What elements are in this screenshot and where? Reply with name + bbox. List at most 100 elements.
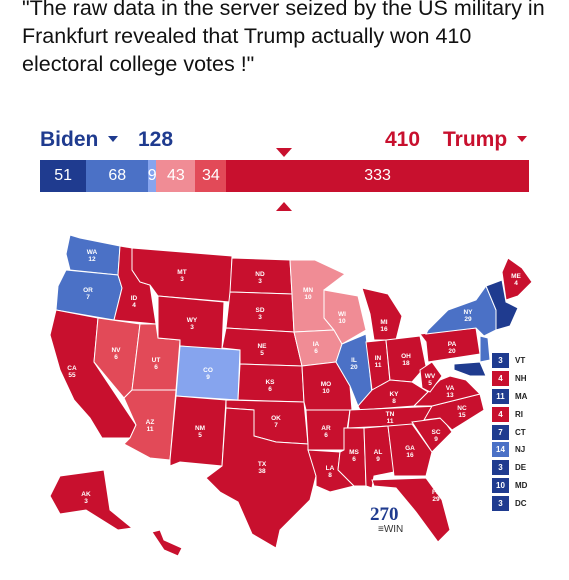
state-VA[interactable] xyxy=(412,375,481,407)
logo-number: 270 xyxy=(370,504,399,525)
state-WV[interactable] xyxy=(419,361,443,393)
biden-name[interactable]: Biden xyxy=(40,128,99,151)
state-TX[interactable] xyxy=(205,407,317,549)
state-label-ny: NY 29 xyxy=(463,309,473,323)
small-state-ev: 11 xyxy=(492,388,509,404)
state-ME[interactable] xyxy=(501,257,533,301)
bar-segment: 34 xyxy=(195,160,227,192)
state-label-ga: GA 16 xyxy=(405,445,415,459)
midpoint-marker-bottom-icon xyxy=(276,202,292,211)
state-NY[interactable] xyxy=(425,284,497,337)
small-state-row-ri[interactable]: 4 RI xyxy=(492,405,552,423)
state-NJ[interactable] xyxy=(479,335,491,363)
electoral-vote-bar: 51 68 9 43 34 333 xyxy=(40,160,529,192)
small-state-ev: 10 xyxy=(492,477,509,493)
small-states-legend: 3 VT 4 NH 11 MA 4 RI 7 CT 14 NJ 3 DE 10 MD 3 DC xyxy=(492,352,552,512)
small-state-ev: 7 xyxy=(492,424,509,440)
state-label-in: IN 11 xyxy=(375,355,382,369)
state-label-wi: WI 10 xyxy=(338,311,346,325)
small-state-row-ct[interactable]: 7 CT xyxy=(492,423,552,441)
state-label-mi: MI 16 xyxy=(380,319,388,333)
state-IA[interactable] xyxy=(293,329,343,367)
state-label-ne: NE 5 xyxy=(257,343,267,357)
bar-segment: 43 xyxy=(156,160,196,192)
state-label-nv: NV 6 xyxy=(111,347,121,361)
electoral-tally: Biden 128 410 Trump xyxy=(0,128,569,152)
small-state-abbr: NH xyxy=(515,374,527,384)
state-AK[interactable] xyxy=(49,469,134,531)
state-label-or: OR 7 xyxy=(83,287,93,301)
small-state-row-nj[interactable]: 14 NJ xyxy=(492,441,552,459)
small-state-abbr: NJ xyxy=(515,445,526,455)
state-label-ky: KY 8 xyxy=(389,391,399,405)
state-label-wa: WA 12 xyxy=(87,249,98,263)
small-state-row-vt[interactable]: 3 VT xyxy=(492,352,552,370)
state-label-ia: IA 6 xyxy=(313,341,320,355)
small-state-ev: 14 xyxy=(492,442,509,458)
post-caption: "The raw data in the server seized by th… xyxy=(22,0,562,78)
state-label-ca: CA 55 xyxy=(67,365,77,379)
trump-name[interactable]: Trump xyxy=(443,128,508,151)
small-state-abbr: CT xyxy=(515,427,526,437)
biden-dropdown-caret-icon[interactable] xyxy=(108,136,118,142)
state-label-az: AZ 11 xyxy=(146,419,155,433)
state-label-al: AL 9 xyxy=(374,449,383,463)
small-state-ev: 3 xyxy=(492,460,509,476)
state-label-ak: AK 3 xyxy=(81,491,91,505)
small-state-ev: 3 xyxy=(492,353,509,369)
state-label-wv: WV 5 xyxy=(425,373,436,387)
state-label-mo: MO 10 xyxy=(321,381,331,395)
state-MD-DE[interactable] xyxy=(453,361,487,377)
state-label-il: IL 20 xyxy=(350,357,358,371)
small-state-row-ma[interactable]: 11 MA xyxy=(492,388,552,406)
small-state-row-md[interactable]: 10 MD xyxy=(492,477,552,495)
small-state-ev: 3 xyxy=(492,495,509,511)
bar-segment: 51 xyxy=(40,160,87,192)
state-OH[interactable] xyxy=(385,335,427,383)
state-label-sc: SC 9 xyxy=(431,429,440,443)
state-label-ar: AR 6 xyxy=(321,425,331,439)
small-state-row-de[interactable]: 3 DE xyxy=(492,459,552,477)
state-label-oh: OH 18 xyxy=(401,353,411,367)
state-label-tn: TN 11 xyxy=(386,411,395,425)
small-state-row-nh[interactable]: 4 NH xyxy=(492,370,552,388)
caption-line-2: Frankfurt revealed that Trump actually w… xyxy=(22,24,472,48)
state-GA[interactable] xyxy=(387,423,433,477)
state-label-co: CO 9 xyxy=(203,367,213,381)
trump-dropdown-caret-icon[interactable] xyxy=(517,136,527,142)
us-map-svg[interactable]: WA 12 OR 7 CA 55 ID 4 NV 6 UT 6 AZ 11 MT 3 WY 3 CO 9 NM 5 ND 3 S… xyxy=(40,230,560,570)
state-label-ks: KS 6 xyxy=(265,379,275,393)
state-AR[interactable] xyxy=(305,409,351,451)
state-label-ms: MS 6 xyxy=(349,449,359,463)
bar-segment: 9 xyxy=(148,160,157,192)
state-label-mn: MN 10 xyxy=(303,287,313,301)
state-label-ut: UT 6 xyxy=(152,357,161,371)
small-state-abbr: MD xyxy=(515,480,528,490)
small-state-row-dc[interactable]: 3 DC xyxy=(492,494,552,512)
state-label-sd: SD 3 xyxy=(255,307,264,321)
small-state-abbr: DC xyxy=(515,498,527,508)
bar-segment: 333 xyxy=(226,160,529,192)
small-state-abbr: RI xyxy=(515,409,523,419)
state-HI[interactable] xyxy=(151,529,183,557)
small-state-ev: 4 xyxy=(492,406,509,422)
trump-total: 410 xyxy=(385,128,421,151)
bar-segment: 68 xyxy=(86,160,149,192)
small-state-abbr: VT xyxy=(515,356,526,366)
us-electoral-map[interactable]: WA 12 OR 7 CA 55 ID 4 NV 6 UT 6 AZ 11 MT 3 WY 3 CO 9 NM 5 ND 3 S… xyxy=(40,230,560,570)
state-label-pa: PA 20 xyxy=(448,341,457,355)
midpoint-marker-top-icon xyxy=(276,148,292,157)
state-label-mt: MT 3 xyxy=(177,269,186,283)
state-label-tx: TX 38 xyxy=(258,461,267,475)
state-label-nd: ND 3 xyxy=(255,271,265,285)
state-label-hi: HI 4 xyxy=(177,535,184,549)
small-state-abbr: MA xyxy=(515,391,528,401)
270towin-logo[interactable]: 270 ≡WIN xyxy=(370,505,403,535)
state-label-nm: NM 5 xyxy=(195,425,205,439)
logo-word: ≡WIN xyxy=(378,524,404,535)
state-label-fl: FL 29 xyxy=(432,489,440,503)
state-NE-region[interactable] xyxy=(485,279,519,331)
state-FL[interactable] xyxy=(371,477,451,543)
state-label-va: VA 13 xyxy=(446,385,455,399)
state-label-wy: WY 3 xyxy=(187,317,198,331)
